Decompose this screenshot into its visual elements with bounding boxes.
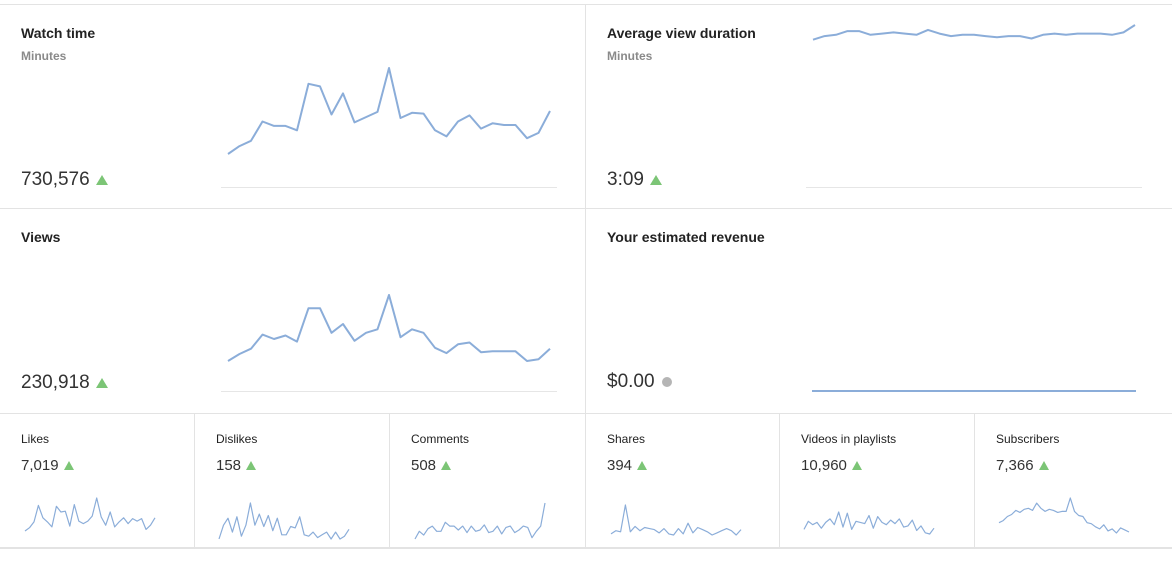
card-subtitle: Minutes bbox=[21, 49, 67, 63]
card-value: 7,366 bbox=[996, 457, 1049, 474]
card-title: Likes bbox=[21, 432, 50, 446]
trend-up-icon bbox=[1038, 461, 1049, 470]
revenue-sparkline bbox=[812, 390, 1136, 392]
avg-view-duration-sparkline bbox=[812, 24, 1136, 41]
card-value: 230,918 bbox=[21, 372, 108, 394]
card-title: Average view duration bbox=[607, 25, 756, 41]
card-title: Comments bbox=[411, 432, 470, 446]
dislikes-series-line bbox=[218, 502, 350, 540]
metric-value: 158 bbox=[216, 457, 242, 474]
card-value: 10,960 bbox=[801, 457, 862, 474]
card-value: $0.00 bbox=[607, 371, 672, 393]
chart-baseline bbox=[221, 391, 557, 392]
views-card[interactable]: Views 230,918 bbox=[0, 209, 586, 414]
card-value: 7,019 bbox=[21, 457, 74, 474]
metric-value: 10,960 bbox=[801, 457, 847, 474]
card-title: Subscribers bbox=[996, 432, 1060, 446]
top-divider bbox=[0, 4, 1172, 5]
trend-up-icon bbox=[95, 378, 108, 388]
shares-card[interactable]: Shares 394 bbox=[586, 414, 780, 548]
card-value: 394 bbox=[607, 457, 648, 474]
likes-sparkline bbox=[24, 497, 156, 532]
metric-value: 730,576 bbox=[21, 169, 90, 190]
subscribers-series-line bbox=[998, 497, 1130, 534]
watch-time-card[interactable]: Watch time Minutes 730,576 bbox=[0, 5, 586, 209]
metric-value: 3:09 bbox=[607, 169, 644, 190]
watch-time-sparkline bbox=[227, 67, 551, 155]
metric-value: 508 bbox=[411, 457, 437, 474]
shares-series-line bbox=[610, 504, 742, 536]
card-value: 508 bbox=[411, 457, 452, 474]
trend-up-icon bbox=[637, 461, 648, 470]
estimated-revenue-card[interactable]: Your estimated revenue $0.00 bbox=[586, 209, 1172, 414]
subscribers-sparkline bbox=[998, 497, 1130, 534]
views-sparkline bbox=[227, 294, 551, 362]
comments-card[interactable]: Comments 508 bbox=[390, 414, 586, 548]
likes-series-line bbox=[24, 497, 156, 532]
trend-up-icon bbox=[649, 175, 662, 185]
card-title: Shares bbox=[607, 432, 646, 446]
card-value: 730,576 bbox=[21, 169, 108, 191]
metric-value: 7,366 bbox=[996, 457, 1034, 474]
card-title: Watch time bbox=[21, 25, 96, 41]
trend-up-icon bbox=[851, 461, 862, 470]
chart-baseline bbox=[806, 187, 1142, 188]
card-title: Videos in playlists bbox=[801, 432, 897, 446]
trend-neutral-icon bbox=[661, 377, 672, 387]
card-title: Dislikes bbox=[216, 432, 258, 446]
trend-up-icon bbox=[95, 175, 108, 185]
shares-sparkline bbox=[610, 504, 742, 536]
metric-value: 394 bbox=[607, 457, 633, 474]
avg_view_duration-series-line bbox=[812, 24, 1136, 41]
chart-baseline bbox=[221, 187, 557, 188]
dislikes-sparkline bbox=[218, 502, 350, 540]
videos-in-playlists-sparkline bbox=[803, 511, 935, 535]
card-subtitle: Minutes bbox=[607, 49, 653, 63]
metric-value: 7,019 bbox=[21, 457, 59, 474]
watch_time-series-line bbox=[227, 67, 551, 155]
card-value: 158 bbox=[216, 457, 257, 474]
trend-up-icon bbox=[246, 461, 257, 470]
dislikes-card[interactable]: Dislikes 158 bbox=[195, 414, 390, 548]
card-title: Your estimated revenue bbox=[607, 229, 765, 245]
metric-value: $0.00 bbox=[607, 371, 655, 392]
average-view-duration-card[interactable]: Average view duration Minutes 3:09 bbox=[586, 5, 1172, 209]
next-row-edge bbox=[0, 548, 1172, 563]
videos-in-playlists-card[interactable]: Videos in playlists 10,960 bbox=[780, 414, 975, 548]
card-value: 3:09 bbox=[607, 169, 662, 191]
comments-series-line bbox=[414, 502, 546, 540]
comments-sparkline bbox=[414, 502, 546, 540]
views-series-line bbox=[227, 294, 551, 362]
card-title: Views bbox=[21, 229, 61, 245]
playlists-series-line bbox=[803, 511, 935, 535]
likes-card[interactable]: Likes 7,019 bbox=[0, 414, 195, 548]
trend-up-icon bbox=[63, 461, 74, 470]
metric-value: 230,918 bbox=[21, 372, 90, 393]
trend-up-icon bbox=[441, 461, 452, 470]
subscribers-card[interactable]: Subscribers 7,366 bbox=[975, 414, 1172, 548]
